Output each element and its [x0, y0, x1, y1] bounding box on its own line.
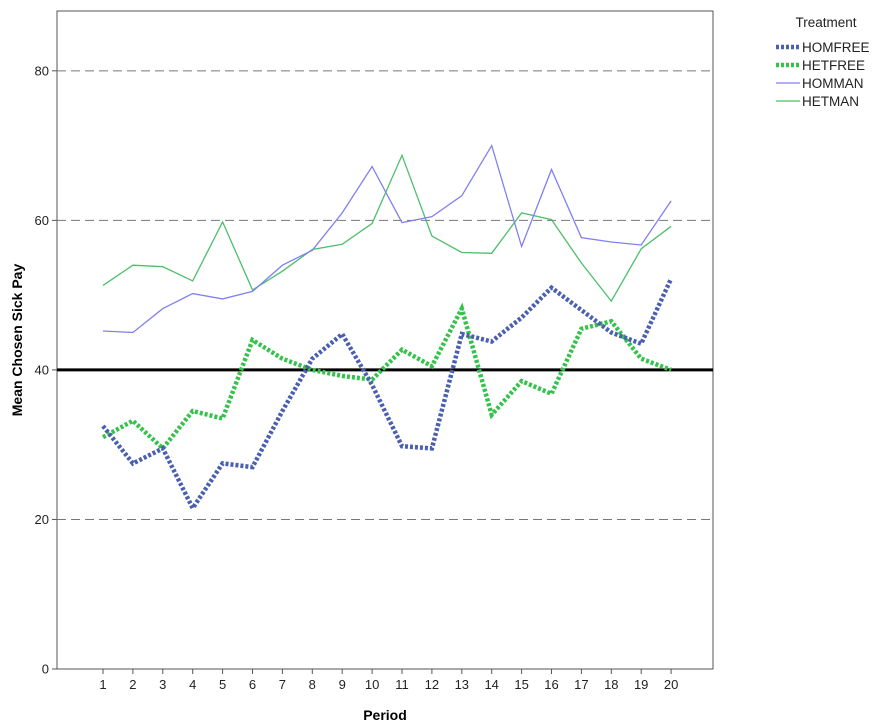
x-tick-label: 7	[279, 677, 286, 692]
gridlines	[57, 70, 713, 520]
x-tick-label: 18	[604, 677, 618, 692]
y-tick-label: 80	[35, 63, 49, 78]
legend-label-hetman: HETMAN	[802, 94, 859, 109]
x-tick-label: 3	[159, 677, 166, 692]
x-tick-label: 14	[484, 677, 498, 692]
y-tick-label: 20	[35, 512, 49, 527]
x-tick-label: 19	[634, 677, 648, 692]
series-lines	[101, 143, 674, 513]
y-axis-title: Mean Chosen Sick Pay	[9, 264, 25, 417]
y-tick-label: 40	[35, 362, 49, 377]
x-tick-label: 11	[395, 677, 409, 692]
y-tick-label: 0	[42, 662, 49, 677]
x-tick-label: 15	[514, 677, 528, 692]
plot-frame	[56, 10, 714, 670]
legend-label-hetfree: HETFREE	[802, 58, 865, 73]
x-tick-label: 4	[189, 677, 196, 692]
series-line-homfree	[101, 277, 674, 513]
x-tick-label: 13	[455, 677, 469, 692]
x-tick-label: 8	[309, 677, 316, 692]
y-tick-label: 60	[35, 213, 49, 228]
series-line-homman	[102, 143, 672, 334]
x-tick-label: 10	[365, 677, 379, 692]
series-line-hetfree	[101, 302, 672, 452]
x-tick-label: 12	[425, 677, 439, 692]
x-tick-label: 17	[574, 677, 588, 692]
x-tick-label: 6	[249, 677, 256, 692]
x-axis-title: Period	[363, 707, 407, 723]
x-tick-label: 5	[219, 677, 226, 692]
x-tick-label: 1	[99, 677, 106, 692]
x-tick-label: 16	[544, 677, 558, 692]
series-line-hetman	[102, 153, 672, 303]
legend-label-homfree: HOMFREE	[802, 40, 870, 55]
x-tick-label: 2	[129, 677, 136, 692]
legend-label-homman: HOMMAN	[802, 76, 864, 91]
legend-title: Treatment	[795, 15, 856, 30]
x-tick-label: 9	[339, 677, 346, 692]
x-tick-label: 20	[664, 677, 678, 692]
legend: Treatment HOMFREE HETFREE HOMMAN HETMAN	[776, 15, 870, 109]
